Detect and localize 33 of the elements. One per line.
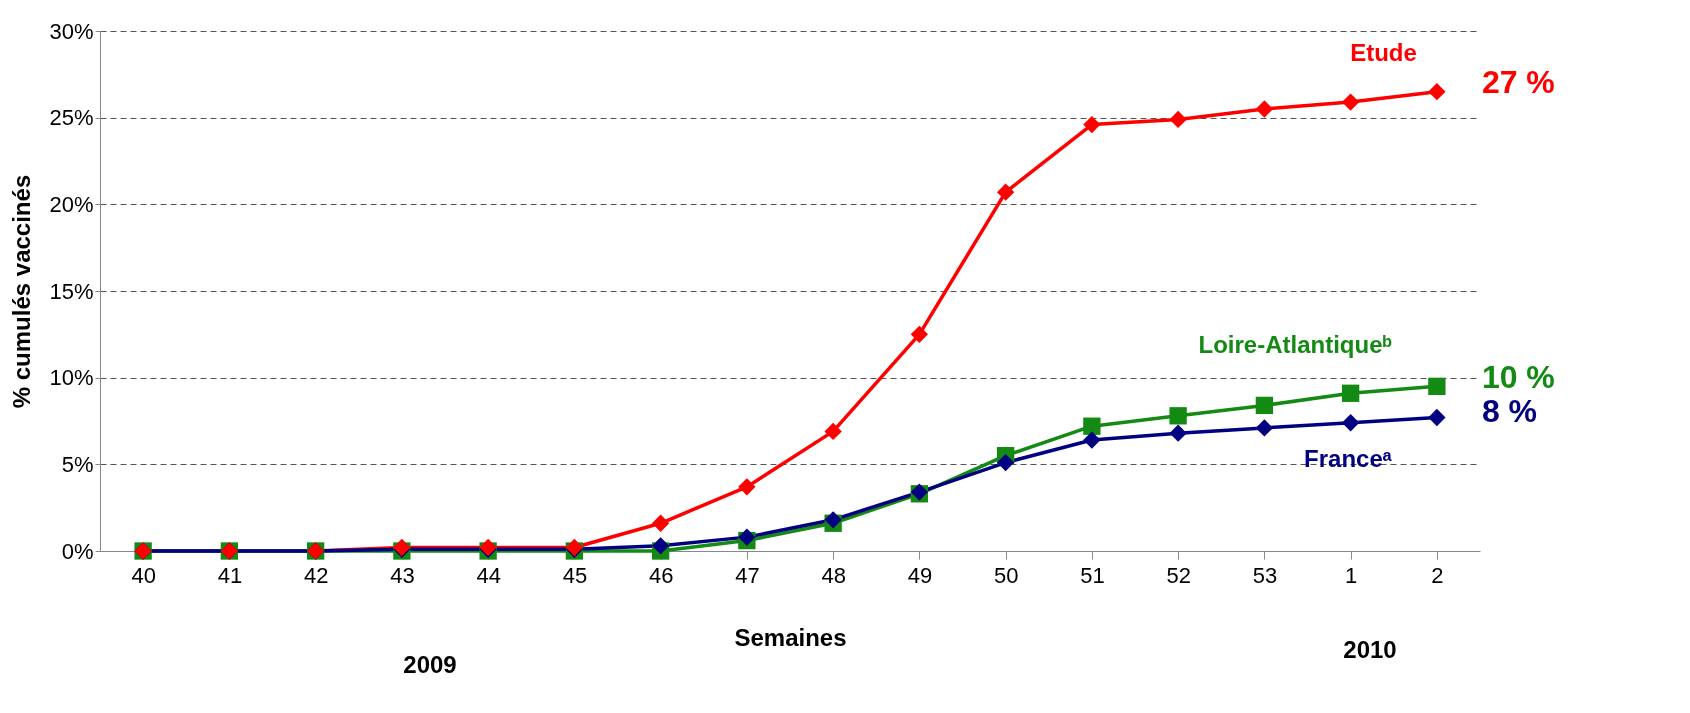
annotation: 10 % bbox=[1481, 358, 1555, 395]
annotation: 27 % bbox=[1481, 64, 1555, 100]
x-tick-label: 1 bbox=[1345, 562, 1358, 588]
y-tick-label: 20% bbox=[49, 191, 94, 217]
x-tick-label: 50 bbox=[993, 562, 1019, 588]
x-tick-label: 49 bbox=[907, 562, 933, 588]
annotation: 8 % bbox=[1481, 393, 1538, 430]
y-tick-label: 5% bbox=[61, 451, 94, 477]
x-tick-label: 51 bbox=[1080, 562, 1105, 588]
x-tick-label: 42 bbox=[303, 562, 329, 588]
x-tick-label: 46 bbox=[648, 562, 674, 588]
y-tick-label: 10% bbox=[49, 365, 94, 391]
y-tick-label: 0% bbox=[61, 538, 94, 564]
x-tick-label: 41 bbox=[217, 562, 243, 588]
x-tick-label: 53 bbox=[1252, 562, 1278, 588]
x-tick-label: 47 bbox=[735, 562, 760, 588]
y-tick-label: 15% bbox=[49, 278, 94, 304]
x-tick-label: 44 bbox=[476, 562, 501, 588]
x-tick-label: 52 bbox=[1166, 562, 1191, 588]
x-tick-label: 48 bbox=[821, 562, 846, 588]
y-tick-label: 30% bbox=[49, 18, 94, 44]
x-tick-label: 40 bbox=[131, 562, 156, 588]
series-label: Franceᵃ bbox=[1304, 444, 1392, 472]
x-axis-title: Semaines bbox=[734, 623, 847, 651]
series-label: Etude bbox=[1350, 38, 1417, 66]
series-label: Loire-Atlantiqueᵇ bbox=[1198, 331, 1392, 359]
y-tick-label: 25% bbox=[49, 105, 94, 131]
y-axis-title: % cumulés vaccinés bbox=[8, 174, 36, 409]
text: 2009 bbox=[403, 651, 457, 678]
text: 2010 bbox=[1343, 636, 1397, 663]
x-tick-label: 45 bbox=[562, 562, 588, 588]
x-tick-label: 43 bbox=[390, 562, 415, 588]
x-tick-label: 2 bbox=[1431, 562, 1444, 588]
